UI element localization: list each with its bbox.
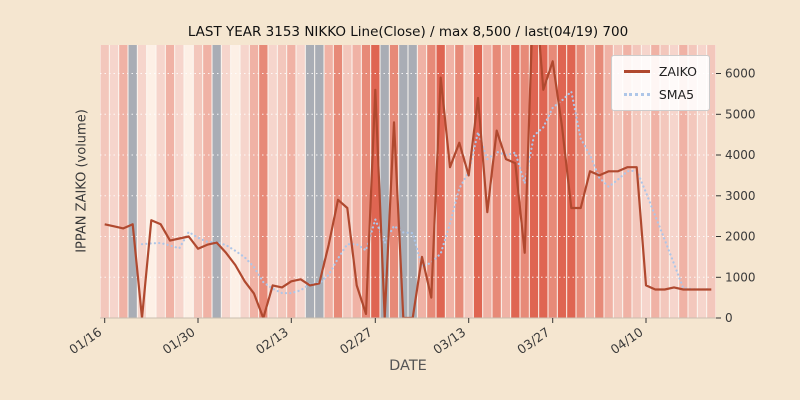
day-band <box>445 45 455 318</box>
day-band <box>343 45 352 318</box>
day-band <box>427 45 436 318</box>
day-band <box>259 45 268 318</box>
day-band <box>221 45 231 318</box>
y-tick-label: 5000 <box>725 107 756 121</box>
y-tick-label: 1000 <box>725 270 756 284</box>
day-band <box>483 45 492 318</box>
day-band <box>436 45 445 318</box>
day-band <box>651 45 660 318</box>
day-band <box>361 45 371 318</box>
day-band <box>352 45 361 318</box>
day-band <box>623 45 632 318</box>
day-band <box>669 45 679 318</box>
day-band <box>380 45 389 318</box>
day-band <box>212 45 221 318</box>
x-tick-label: 02/13 <box>253 324 291 357</box>
day-band <box>408 45 417 318</box>
day-band <box>492 45 501 318</box>
day-band <box>128 45 137 318</box>
day-band <box>548 45 557 318</box>
day-band <box>473 45 483 318</box>
y-tick-label: 4000 <box>725 148 756 162</box>
x-tick-label: 03/13 <box>430 324 468 357</box>
x-tick-label: 01/30 <box>160 324 198 357</box>
y-tick-label: 3000 <box>725 189 756 203</box>
chart-title: LAST YEAR 3153 NIKKO Line(Close) / max 8… <box>187 24 629 40</box>
day-band <box>613 45 623 318</box>
sma5-line-swatch <box>623 93 650 96</box>
day-band <box>296 45 305 318</box>
day-band <box>679 45 688 318</box>
day-band <box>529 45 539 318</box>
day-band <box>184 45 193 318</box>
x-tick-label: 01/16 <box>66 324 104 357</box>
day-band <box>147 45 156 318</box>
day-band <box>100 45 109 318</box>
y-tick-label: 6000 <box>725 67 756 81</box>
day-band <box>697 45 707 318</box>
day-band <box>660 45 669 318</box>
day-band <box>501 45 511 318</box>
x-tick-label: 04/10 <box>608 324 646 357</box>
day-band <box>175 45 184 318</box>
x-tick-label: 02/27 <box>337 324 375 357</box>
day-band <box>595 45 604 318</box>
day-band <box>585 45 595 318</box>
day-band <box>417 45 427 318</box>
day-band <box>305 45 315 318</box>
legend: ZAIKO SMA5 <box>610 55 710 111</box>
legend-label-zaiko: ZAIKO <box>658 64 697 79</box>
y-tick-label: 0 <box>725 311 733 325</box>
day-band <box>464 45 473 318</box>
day-band <box>240 45 249 318</box>
zaiko-line-swatch <box>623 70 650 73</box>
day-band <box>539 45 548 318</box>
y-axis-label: IPPAN ZAIKO (volume) <box>74 109 90 253</box>
day-band <box>119 45 128 318</box>
day-band <box>231 45 240 318</box>
day-band <box>277 45 287 318</box>
day-band <box>399 45 408 318</box>
day-band <box>137 45 147 318</box>
day-band <box>268 45 277 318</box>
day-band <box>333 45 343 318</box>
day-band <box>604 45 613 318</box>
day-band <box>707 45 716 318</box>
legend-item-zaiko: ZAIKO <box>623 64 697 79</box>
x-axis-label: DATE <box>389 358 427 374</box>
day-band <box>567 45 576 318</box>
legend-item-sma5: SMA5 <box>623 87 697 102</box>
day-band <box>156 45 165 318</box>
day-band <box>389 45 399 318</box>
day-band <box>109 45 119 318</box>
y-tick-label: 2000 <box>725 230 756 244</box>
day-band <box>315 45 324 318</box>
day-band <box>632 45 641 318</box>
day-band <box>165 45 175 318</box>
day-band <box>511 45 520 318</box>
x-tick-label: 03/27 <box>514 324 552 357</box>
day-band <box>324 45 333 318</box>
day-band <box>193 45 203 318</box>
day-band <box>455 45 464 318</box>
day-band <box>688 45 697 318</box>
day-band <box>371 45 380 318</box>
day-band <box>576 45 585 318</box>
zaiko-line <box>104 45 712 318</box>
day-band <box>557 45 567 318</box>
day-band <box>641 45 651 318</box>
day-band <box>287 45 296 318</box>
day-band <box>249 45 259 318</box>
legend-label-sma5: SMA5 <box>658 87 695 102</box>
day-band <box>203 45 212 318</box>
